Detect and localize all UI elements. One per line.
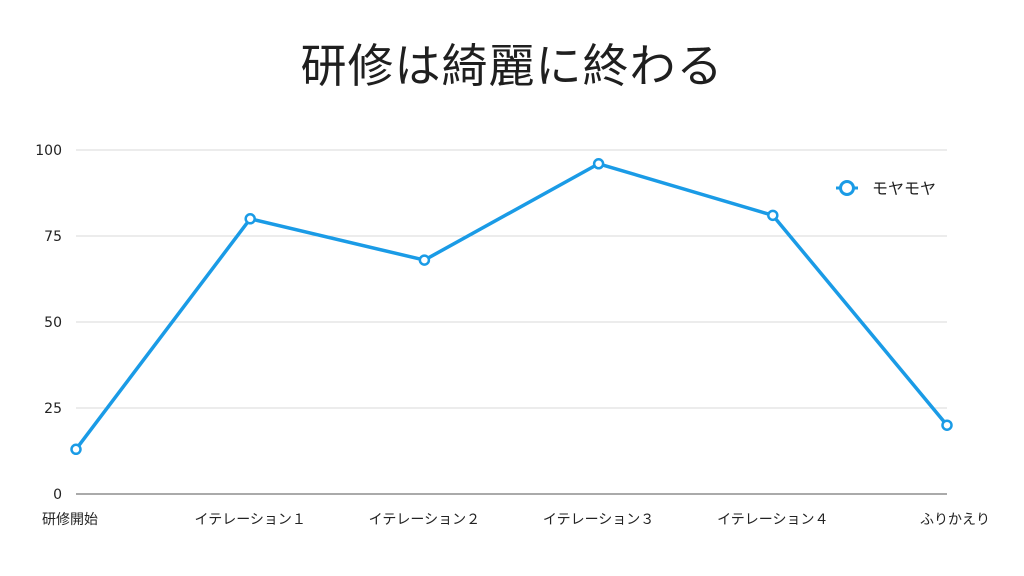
x-tick-label: イテレーション２ xyxy=(369,512,480,528)
series-line xyxy=(74,162,949,452)
data-point xyxy=(70,443,82,456)
data-point xyxy=(941,419,953,431)
data-point xyxy=(767,209,779,222)
x-tick-label: イテレーション３ xyxy=(543,512,654,528)
x-tick-label: 研修開始 xyxy=(42,512,98,528)
y-tick-label: 0 xyxy=(53,487,62,503)
y-tick-label: 25 xyxy=(44,401,62,417)
x-tick-label: イテレーション１ xyxy=(194,512,305,528)
y-tick-label: 75 xyxy=(44,229,62,245)
chart-title: 研修は綺麗に終わる xyxy=(300,39,724,93)
data-point xyxy=(592,158,605,170)
x-tick-label: イテレーション４ xyxy=(717,512,828,528)
data-point xyxy=(244,213,256,225)
x-tick-label: ふりかえり xyxy=(920,512,990,528)
y-tick-label: 100 xyxy=(35,143,62,159)
legend-marker-icon xyxy=(839,180,855,196)
legend-label: モヤモヤ xyxy=(872,179,936,198)
y-tick-label: 50 xyxy=(44,315,62,331)
data-point xyxy=(418,254,431,266)
